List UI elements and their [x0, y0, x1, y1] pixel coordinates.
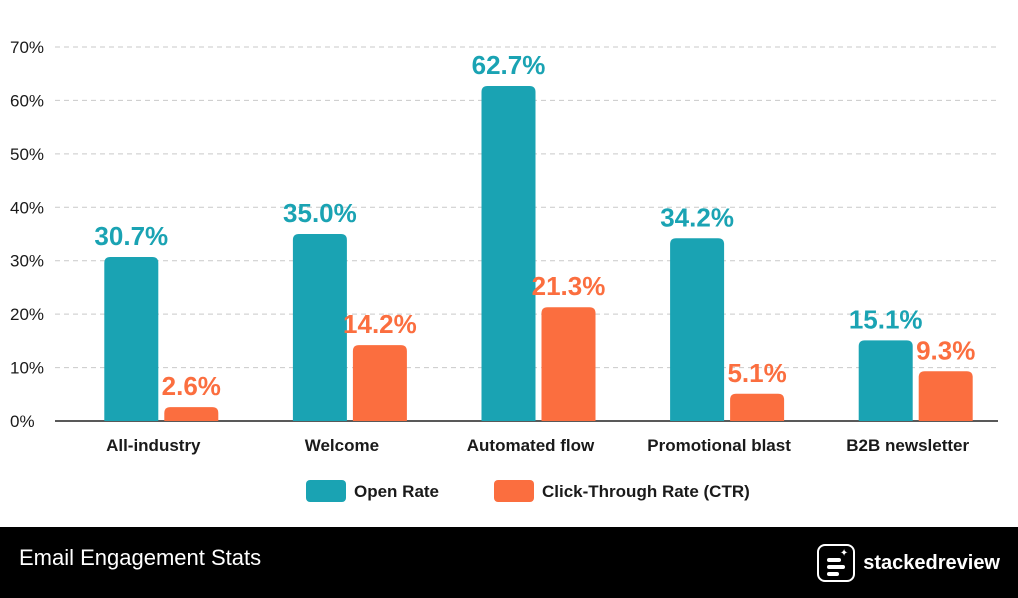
legend-label: Click-Through Rate (CTR) [542, 482, 750, 501]
data-label: 2.6% [162, 371, 221, 401]
x-tick-label: B2B newsletter [846, 436, 969, 455]
y-tick-label: 30% [10, 252, 44, 271]
data-label: 30.7% [94, 221, 168, 251]
chart-caption: Email Engagement Stats [19, 545, 262, 570]
bar [541, 307, 596, 421]
bar [352, 345, 407, 421]
data-label: 35.0% [283, 198, 357, 228]
bar [918, 371, 973, 421]
bar [164, 407, 219, 421]
bar [730, 393, 785, 421]
bar [292, 234, 347, 421]
y-tick-label: 40% [10, 198, 44, 217]
y-tick-label: 50% [10, 145, 44, 164]
bar [670, 238, 725, 421]
y-tick-label: 20% [10, 305, 44, 324]
x-tick-label: Welcome [305, 436, 379, 455]
x-tick-label: Promotional blast [647, 436, 791, 455]
footer-bar: Email Engagement Stats ✦ stackedreview [0, 527, 1018, 598]
stackedreview-logo-icon: ✦ [817, 544, 856, 582]
data-label: 34.2% [660, 202, 734, 232]
y-tick-label: 60% [10, 91, 44, 110]
y-tick-label: 0% [10, 412, 35, 431]
data-label: 5.1% [727, 358, 786, 388]
bar [481, 86, 536, 421]
x-tick-label: Automated flow [467, 436, 595, 455]
bar [858, 340, 913, 421]
y-tick-label: 10% [10, 359, 44, 378]
legend-swatch [306, 480, 346, 502]
legend-swatch [494, 480, 534, 502]
brand-name: stackedreview [863, 551, 1000, 574]
bar-chart: 0% 10% 20% 30% 40% 50% 60% 70% 30.7% 2.6% All-indu… [10, 38, 998, 502]
y-tick-label: 70% [10, 38, 44, 57]
legend-label: Open Rate [354, 482, 439, 501]
chart-area: 0% 10% 20% 30% 40% 50% 60% 70% 30.7% 2.6% All-indu… [10, 38, 998, 502]
brand[interactable]: ✦ stackedreview [817, 543, 1000, 583]
data-label: 62.7% [472, 50, 546, 80]
data-label: 14.2% [343, 309, 417, 339]
data-label: 21.3% [532, 271, 606, 301]
bar [104, 256, 159, 421]
data-label: 15.1% [849, 304, 923, 334]
x-tick-label: All-industry [106, 436, 201, 455]
data-label: 9.3% [916, 335, 975, 365]
